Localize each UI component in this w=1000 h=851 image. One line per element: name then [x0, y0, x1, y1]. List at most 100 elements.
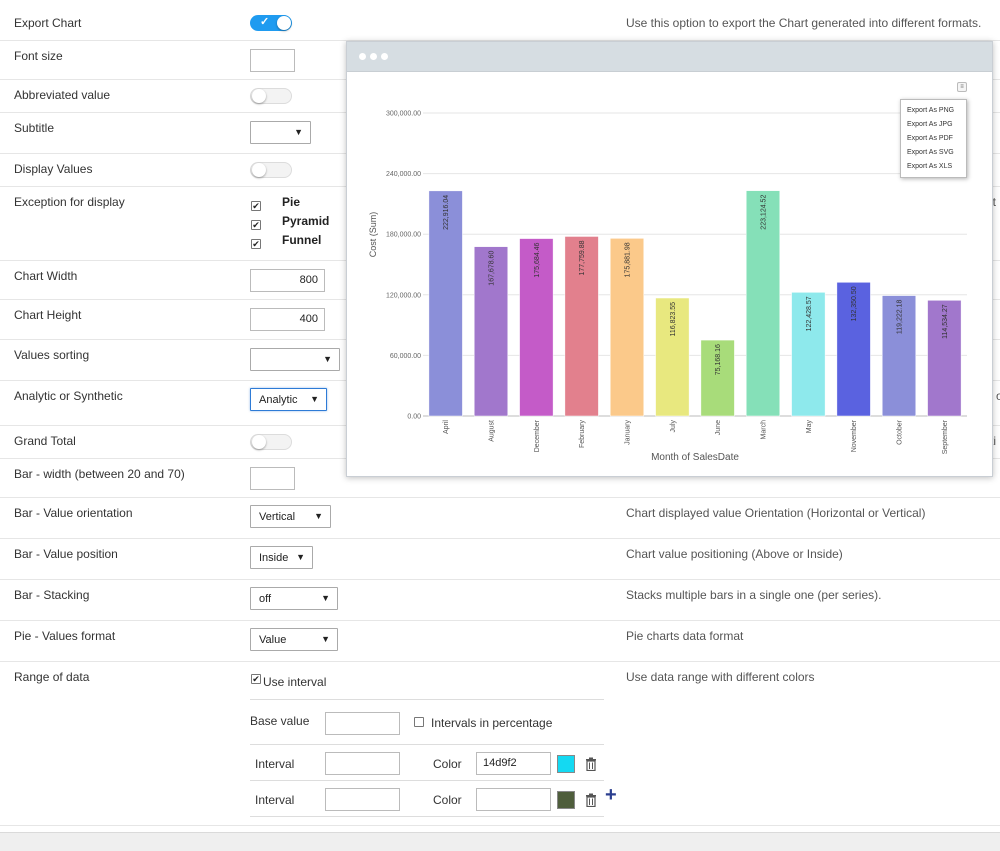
- export-chart-toggle[interactable]: ✓: [250, 15, 292, 31]
- bar-value-label: 167,678.60: [489, 251, 496, 286]
- label-grand-total: Grand Total: [14, 434, 76, 448]
- export-png-menu-item[interactable]: Export As PNG: [907, 107, 955, 114]
- window-titlebar: [347, 42, 992, 72]
- x-tick-label: February: [579, 420, 586, 449]
- desc-pie-values-format: Pie charts data format: [626, 629, 744, 643]
- x-tick-label: December: [534, 419, 541, 452]
- chevron-down-icon: ▼: [321, 593, 330, 603]
- y-axis-title: Cost (Sum): [368, 212, 378, 258]
- chart-width-input[interactable]: 800: [250, 269, 325, 292]
- add-interval-plus-icon[interactable]: +: [605, 784, 617, 806]
- bar-value-orientation-value: Vertical: [259, 511, 296, 523]
- row-bar-width: Bar - width (between 20 and 70): [0, 459, 1000, 498]
- hamburger-menu-icon[interactable]: ≡: [957, 82, 967, 92]
- base-value-label: Base value: [250, 714, 310, 728]
- export-svg-menu-item[interactable]: Export As SVG: [907, 149, 954, 156]
- divider: [250, 816, 604, 817]
- row-pie-values-format: Pie - Values format Value ▼ Pie charts d…: [0, 621, 1000, 662]
- interval-input[interactable]: [325, 752, 400, 775]
- footer-bar: [0, 832, 1000, 851]
- bar: [745, 190, 781, 417]
- row-export-chart: Export Chart ✓ Use this option to export…: [0, 0, 1000, 41]
- chart-height-input[interactable]: 400: [250, 308, 325, 331]
- export-xls-menu-item[interactable]: Export As XLS: [907, 163, 953, 170]
- color-input[interactable]: 14d9f2: [476, 752, 551, 775]
- analytic-or-synthetic-value: Analytic: [259, 394, 298, 406]
- label-bar-width: Bar - width (between 20 and 70): [14, 467, 185, 481]
- y-tick-label: 240,000.00: [386, 171, 421, 178]
- x-tick-label: April: [443, 420, 450, 434]
- bar-stacking-select[interactable]: off ▼: [250, 587, 338, 610]
- pyramid-checkbox[interactable]: ✔: [251, 220, 261, 230]
- bar-stacking-value: off: [259, 593, 272, 605]
- subtitle-select[interactable]: ▼: [250, 121, 311, 144]
- toggle-knob: [252, 435, 266, 449]
- bar-value-position-value: Inside: [259, 552, 289, 564]
- analytic-or-synthetic-select[interactable]: Analytic ▼: [250, 388, 327, 411]
- x-tick-label: August: [489, 420, 496, 442]
- chevron-down-icon: ▼: [310, 394, 319, 404]
- abbreviated-value-toggle[interactable]: [250, 88, 292, 104]
- bar: [428, 190, 463, 417]
- use-interval-label: Use interval: [263, 675, 327, 689]
- x-tick-label: July: [670, 420, 677, 433]
- bar-value-label: 177,759.88: [579, 240, 586, 275]
- grand-total-toggle[interactable]: [250, 434, 292, 450]
- chevron-down-icon: ▼: [323, 354, 332, 364]
- bar: [609, 238, 645, 417]
- chart-preview-window: 0.00 60,000.00 120,000.00 180,000.00 240,000…: [346, 41, 993, 477]
- y-tick-label: 0.00: [407, 414, 421, 421]
- intervals-in-percentage-checkbox[interactable]: [414, 717, 424, 727]
- toggle-knob: [252, 89, 266, 103]
- interval-input[interactable]: [325, 788, 400, 811]
- label-chart-width: Chart Width: [14, 269, 78, 283]
- label-pie-values-format: Pie - Values format: [14, 629, 116, 643]
- color-swatch[interactable]: [557, 791, 575, 809]
- bar-value-label: 75,168.16: [715, 344, 722, 375]
- y-tick-label: 120,000.00: [386, 292, 421, 299]
- chevron-down-icon: ▼: [294, 127, 303, 137]
- window-dot-icon[interactable]: [370, 53, 377, 60]
- chevron-down-icon: ▼: [314, 511, 323, 521]
- funnel-checkbox[interactable]: ✔: [251, 239, 261, 249]
- window-dot-icon[interactable]: [381, 53, 388, 60]
- x-tick-label: March: [761, 420, 768, 440]
- x-tick-label: June: [715, 420, 722, 435]
- base-value-input[interactable]: [325, 712, 400, 735]
- divider: [250, 699, 604, 700]
- row-bar-value-orientation: Bar - Value orientation Vertical ▼ Chart…: [0, 498, 1000, 539]
- label-font-size: Font size: [14, 49, 63, 63]
- bar: [564, 236, 599, 417]
- export-menu: Export As PNG Export As JPG Export As PD…: [900, 99, 967, 178]
- color-label: Color: [433, 757, 462, 771]
- color-swatch[interactable]: [557, 755, 575, 773]
- bar-value-orientation-select[interactable]: Vertical ▼: [250, 505, 331, 528]
- row-bar-stacking: Bar - Stacking off ▼ Stacks multiple bar…: [0, 580, 1000, 621]
- chevron-down-icon: ▼: [321, 634, 330, 644]
- use-interval-checkbox[interactable]: ✔: [251, 674, 261, 684]
- bar: [655, 297, 690, 417]
- bar: [700, 339, 735, 417]
- pie-values-format-select[interactable]: Value ▼: [250, 628, 338, 651]
- bar-value-label: 114,534.27: [942, 304, 949, 339]
- bar-width-input[interactable]: [250, 467, 295, 490]
- desc-range-of-data: Use data range with different colors: [626, 670, 815, 684]
- desc-exception-clipped: it: [990, 195, 996, 209]
- values-sorting-select[interactable]: ▼: [250, 348, 340, 371]
- export-pdf-menu-item[interactable]: Export As PDF: [907, 135, 953, 142]
- trash-icon[interactable]: [585, 793, 597, 807]
- export-jpg-menu-item[interactable]: Export As JPG: [907, 121, 953, 128]
- y-tick-label: 180,000.00: [386, 232, 421, 239]
- label-chart-height: Chart Height: [14, 308, 82, 322]
- window-dot-icon[interactable]: [359, 53, 366, 60]
- pie-checkbox[interactable]: ✔: [251, 201, 261, 211]
- color-input[interactable]: [476, 788, 551, 811]
- label-analytic-or-synthetic: Analytic or Synthetic: [14, 389, 123, 403]
- font-size-input[interactable]: [250, 49, 295, 72]
- bar-value-label: 122,428.57: [806, 296, 813, 331]
- bar-value-label: 222,916.04: [443, 195, 450, 230]
- trash-icon[interactable]: [585, 757, 597, 771]
- bar-value-position-select[interactable]: Inside ▼: [250, 546, 313, 569]
- label-abbreviated-value: Abbreviated value: [14, 88, 111, 102]
- display-values-toggle[interactable]: [250, 162, 292, 178]
